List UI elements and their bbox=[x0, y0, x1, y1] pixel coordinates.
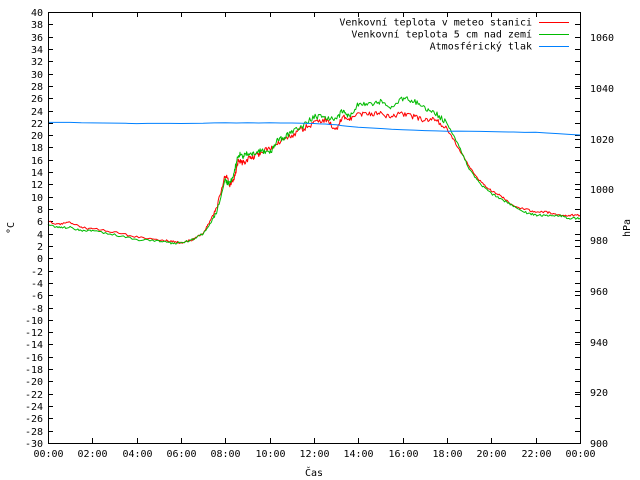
y-tick-label: 14 bbox=[31, 168, 43, 179]
x-tick-label: 20:00 bbox=[476, 449, 506, 460]
y-tick-label: 4 bbox=[37, 230, 43, 241]
legend-label: Venkovní teplota v meteo stanici bbox=[339, 17, 532, 29]
x-tick-label: 02:00 bbox=[77, 449, 107, 460]
y2-tick-label: 1060 bbox=[590, 33, 614, 44]
y-tick-label: -28 bbox=[25, 427, 43, 438]
series-group bbox=[47, 96, 581, 245]
series-line-1 bbox=[47, 111, 581, 244]
y-axis-left: -30-28-26-24-22-20-18-16-14-12-10-8-6-4-… bbox=[25, 8, 580, 450]
x-tick-label: 00:00 bbox=[565, 449, 595, 460]
legend-label: Atmosférický tlak bbox=[430, 41, 532, 53]
y-tick-label: 2 bbox=[37, 242, 43, 253]
y-tick-label: 22 bbox=[31, 119, 43, 130]
x-axis-label: Čas bbox=[305, 466, 323, 479]
y-tick-label: -8 bbox=[31, 304, 43, 315]
y-tick-label: 36 bbox=[31, 33, 43, 44]
legend: Venkovní teplota v meteo staniciVenkovní… bbox=[339, 17, 569, 53]
y-tick-label: 8 bbox=[37, 205, 43, 216]
x-tick-label: 06:00 bbox=[166, 449, 196, 460]
y-tick-label: -12 bbox=[25, 328, 43, 339]
x-tick-label: 00:00 bbox=[33, 449, 63, 460]
x-tick-label: 14:00 bbox=[343, 449, 373, 460]
y-tick-label: 32 bbox=[31, 57, 43, 68]
y-tick-label: -24 bbox=[25, 402, 43, 413]
x-tick-label: 12:00 bbox=[299, 449, 329, 460]
x-tick-label: 16:00 bbox=[388, 449, 418, 460]
x-tick-label: 18:00 bbox=[432, 449, 462, 460]
y-tick-label: 20 bbox=[31, 131, 43, 142]
x-tick-label: 08:00 bbox=[210, 449, 240, 460]
x-tick-label: 04:00 bbox=[122, 449, 152, 460]
y-axis-label: °C bbox=[6, 222, 17, 234]
y-tick-label: -14 bbox=[25, 340, 43, 351]
y-tick-label: 12 bbox=[31, 180, 43, 191]
y2-tick-label: 980 bbox=[590, 236, 608, 247]
y2-axis-label: hPa bbox=[622, 219, 633, 237]
y-tick-label: 16 bbox=[31, 156, 43, 167]
y-tick-label: -4 bbox=[31, 279, 43, 290]
y2-tick-label: 960 bbox=[590, 287, 608, 298]
legend-label: Venkovní teplota 5 cm nad zemí bbox=[351, 29, 532, 41]
y-tick-label: 28 bbox=[31, 82, 43, 93]
y-tick-label: 30 bbox=[31, 70, 43, 81]
y-tick-label: 34 bbox=[31, 45, 43, 56]
series-line-3 bbox=[48, 121, 581, 136]
y-tick-label: -16 bbox=[25, 353, 43, 364]
y-tick-label: 6 bbox=[37, 217, 43, 228]
y2-tick-label: 900 bbox=[590, 439, 608, 450]
y-tick-label: -22 bbox=[25, 390, 43, 401]
y2-tick-label: 1000 bbox=[590, 185, 614, 196]
plot-frame bbox=[48, 12, 581, 444]
y2-tick-label: 1040 bbox=[590, 84, 614, 95]
series-line-2 bbox=[47, 96, 581, 245]
y-tick-label: 40 bbox=[31, 8, 43, 19]
y-axis-right: 900 920 940 960 980 1000 1020 1040 1060 bbox=[575, 33, 614, 450]
y-tick-label: -6 bbox=[31, 291, 43, 302]
x-axis: 00:00 02:00 04:00 06:00 08:00 10:00 12:00 14:00… bbox=[33, 12, 596, 460]
y-tick-label: 38 bbox=[31, 20, 43, 31]
y-tick-label: -18 bbox=[25, 365, 43, 376]
y-tick-label: 26 bbox=[31, 94, 43, 105]
y-tick-label: 0 bbox=[37, 254, 43, 265]
y2-tick-label: 920 bbox=[590, 388, 608, 399]
x-tick-label: 22:00 bbox=[521, 449, 551, 460]
y-tick-label: -20 bbox=[25, 377, 43, 388]
y2-tick-label: 1020 bbox=[590, 135, 614, 146]
y-tick-label: 10 bbox=[31, 193, 43, 204]
y-tick-label: -2 bbox=[31, 267, 43, 278]
y-tick-label: 18 bbox=[31, 143, 43, 154]
y-tick-label: -30 bbox=[25, 439, 43, 450]
y-tick-label: -10 bbox=[25, 316, 43, 327]
y2-tick-label: 940 bbox=[590, 338, 608, 349]
y-tick-label: -26 bbox=[25, 414, 43, 425]
y-tick-label: 24 bbox=[31, 107, 43, 118]
x-tick-label: 10:00 bbox=[255, 449, 285, 460]
